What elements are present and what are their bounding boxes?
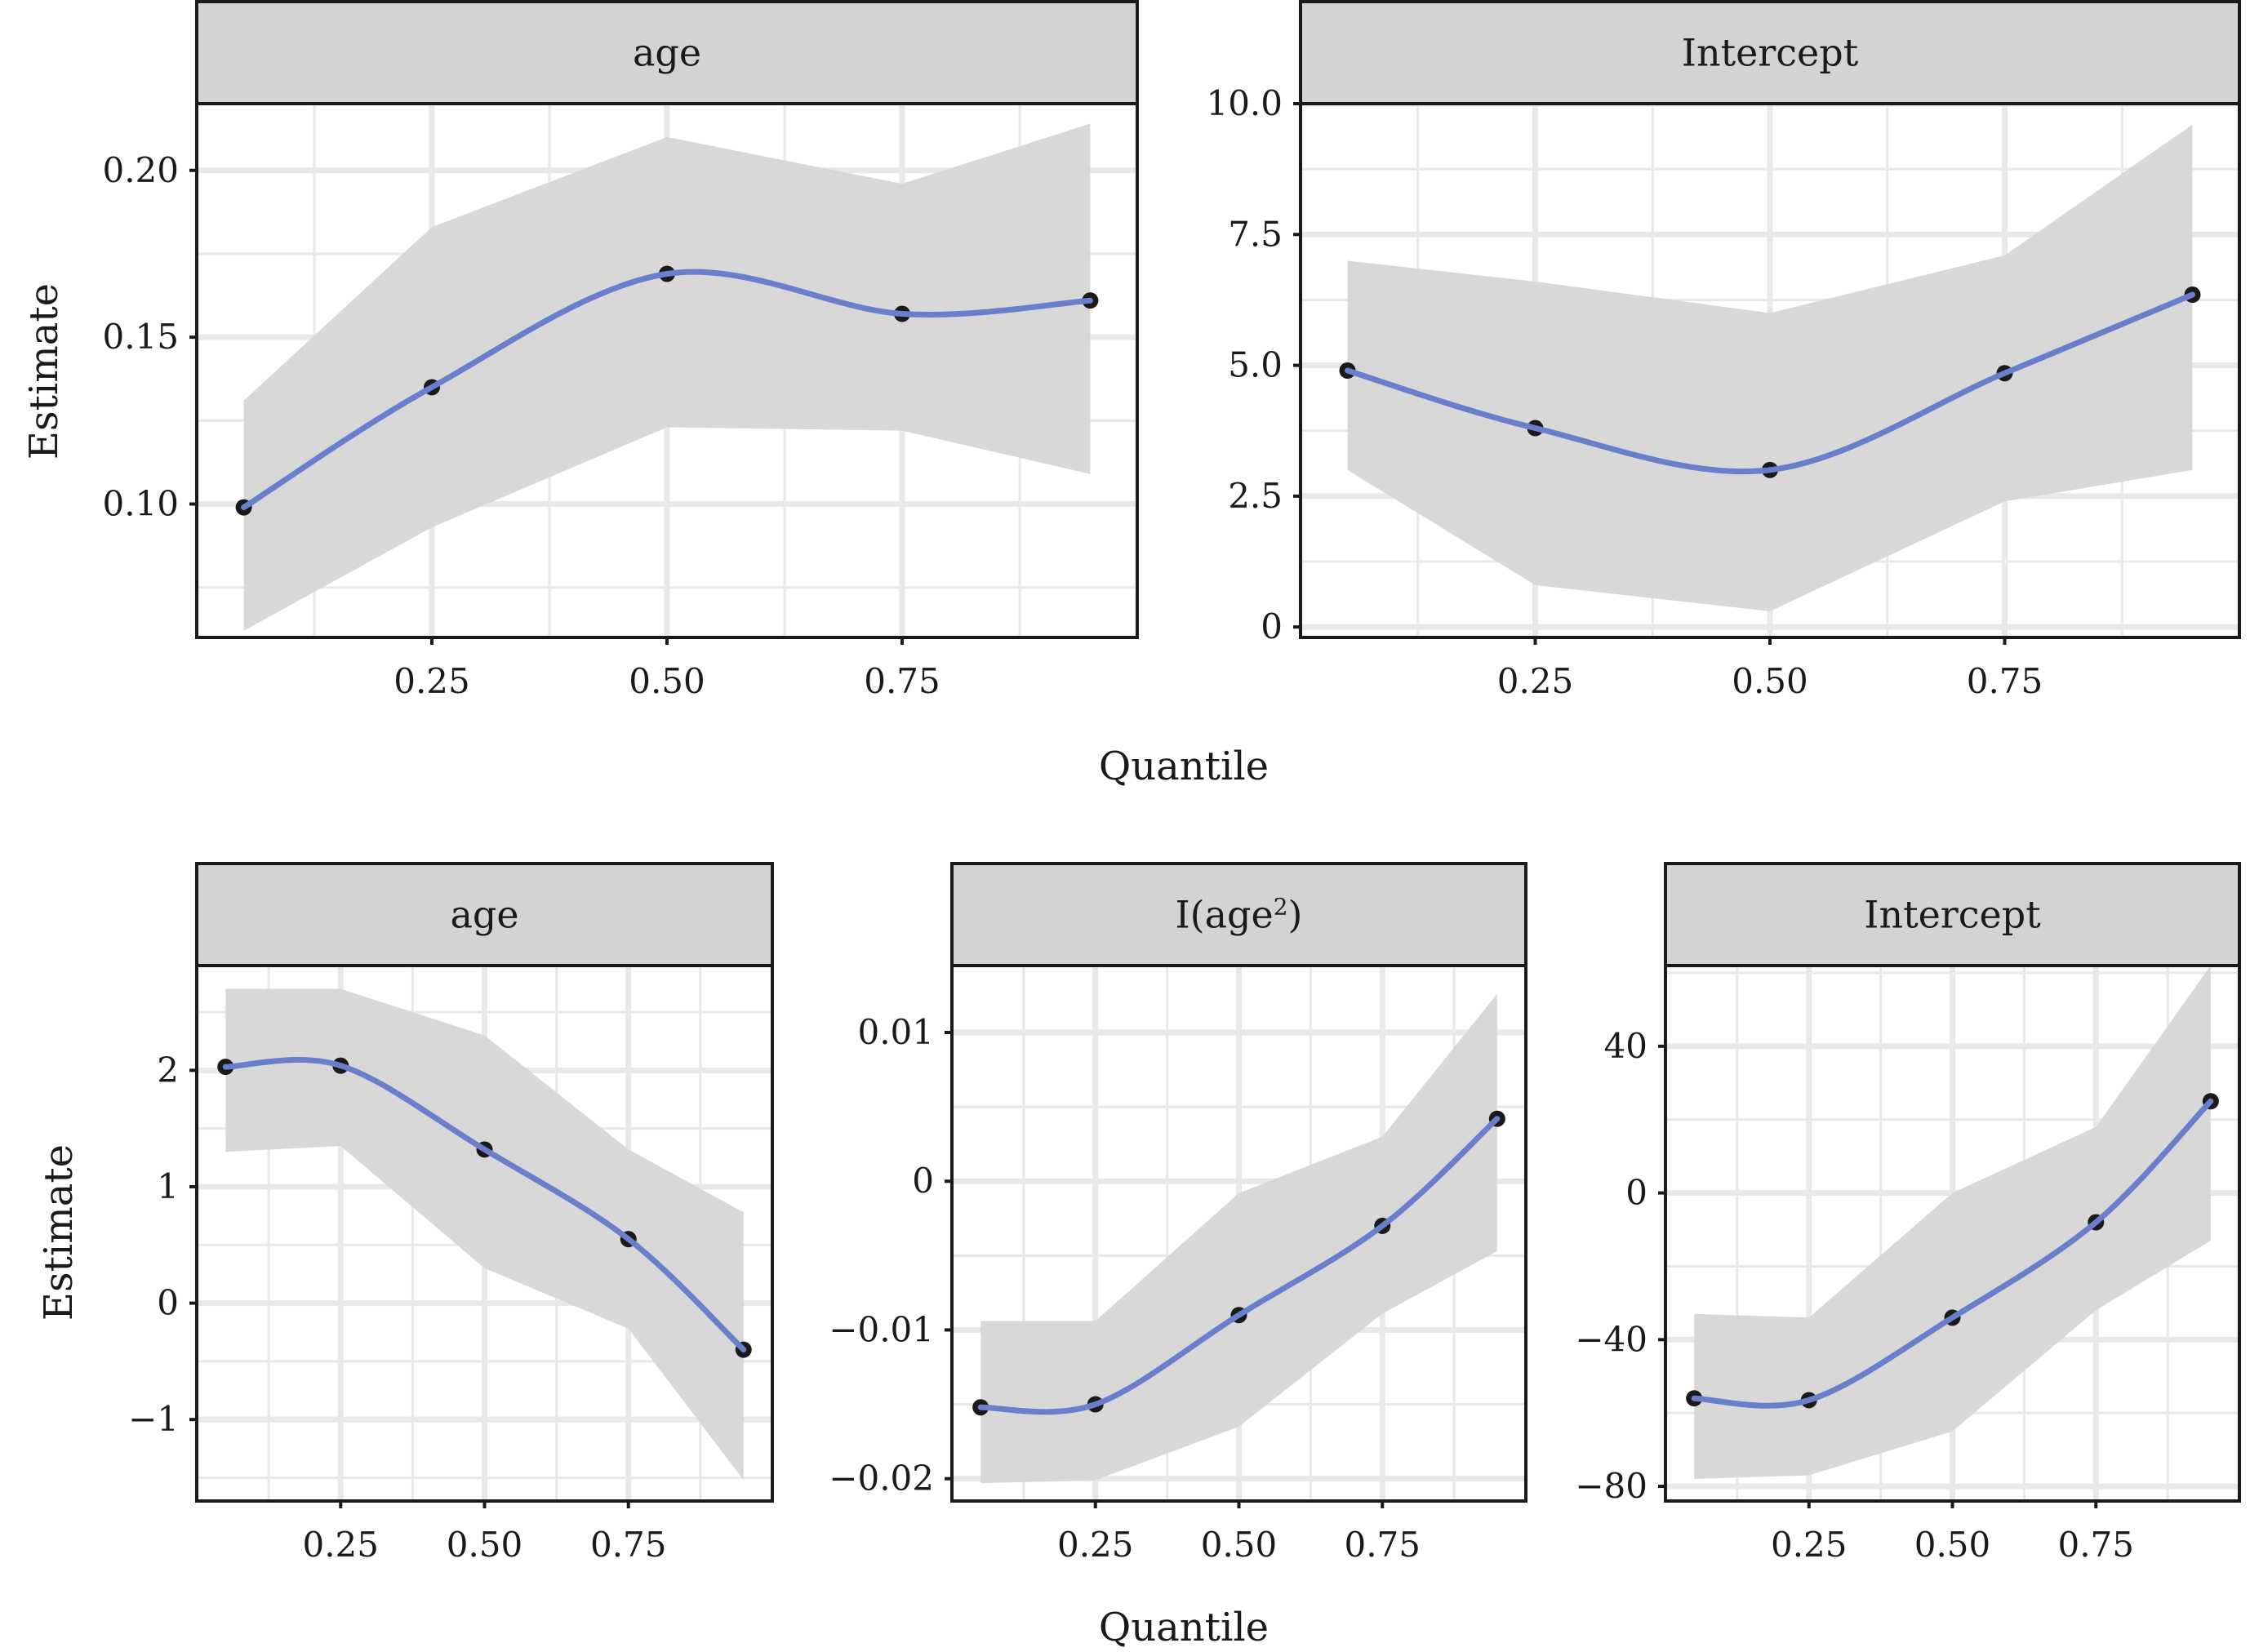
facet-strip xyxy=(1299,0,2241,105)
confidence-ribbon xyxy=(1347,124,2193,611)
x-tick-label: 0.75 xyxy=(1344,1525,1421,1565)
facet-strip xyxy=(1664,862,2241,967)
x-tick-label: 0.50 xyxy=(1732,661,1808,701)
estimate-line xyxy=(1691,1098,2214,1409)
facet-strip xyxy=(195,862,774,967)
facet-strip xyxy=(950,862,1527,967)
estimate-line xyxy=(1345,291,2195,475)
y-tick-label: 0.10 xyxy=(102,484,179,524)
x-tick-label: 0.25 xyxy=(302,1525,379,1565)
estimate-line xyxy=(241,269,1093,511)
x-tick-label: 0.75 xyxy=(590,1525,667,1565)
y-tick-label: −1 xyxy=(128,1399,179,1439)
y-tick-label: 0 xyxy=(1261,606,1283,646)
x-tick-label: 0.50 xyxy=(1201,1525,1278,1565)
estimate-line xyxy=(222,1056,747,1353)
panel-4: I(age2) −0.02 −0.01 0 0.01 0.25 0.50 0.75 xyxy=(829,862,1527,1565)
y-tick-label: 7.5 xyxy=(1228,214,1283,254)
row2-y-axis-title: Estimate xyxy=(36,1144,82,1321)
x-tick-label: 0.75 xyxy=(864,661,940,701)
y-tick-label: −80 xyxy=(1575,1466,1647,1506)
y-tick-label: 0.20 xyxy=(102,150,179,190)
y-tick-label: 40 xyxy=(1604,1026,1647,1066)
row1-y-axis-title: Estimate xyxy=(21,283,67,460)
y-tick-label: 0 xyxy=(1625,1173,1647,1213)
confidence-ribbon xyxy=(243,123,1091,631)
y-tick-label: 10.0 xyxy=(1206,83,1283,123)
x-tick-label: 0.75 xyxy=(1967,661,2043,701)
facet-strip xyxy=(195,0,1139,105)
y-tick-label: 0.15 xyxy=(102,317,179,357)
estimate-line xyxy=(977,1116,1501,1415)
x-tick-label: 0.50 xyxy=(629,661,705,701)
x-tick-label: 0.25 xyxy=(1497,661,1574,701)
panel-2: Intercept 0 2.5 5.0 7.5 10.0 0.25 0.50 0.75 xyxy=(1206,0,2241,701)
x-tick-label: 0.50 xyxy=(1914,1525,1991,1565)
confidence-ribbon xyxy=(1694,966,2211,1479)
panel-1: age 0.10 0.15 0.20 0.25 0.50 0.75 xyxy=(102,0,1139,701)
y-tick-label: 0 xyxy=(912,1161,934,1201)
confidence-ribbon xyxy=(980,993,1497,1484)
y-tick-label: 0 xyxy=(157,1283,179,1323)
facet-strip-label: age xyxy=(633,31,701,75)
facet-strip-label: age xyxy=(450,893,518,937)
x-tick-label: 0.50 xyxy=(447,1525,523,1565)
x-tick-label: 0.75 xyxy=(2057,1525,2134,1565)
y-tick-label: −0.01 xyxy=(829,1309,934,1349)
y-tick-label: −0.02 xyxy=(829,1459,934,1499)
panel-3: age −1 0 1 2 0.25 0.50 0.75 xyxy=(128,862,774,1565)
x-tick-label: 0.25 xyxy=(1771,1525,1848,1565)
x-tick-label: 0.25 xyxy=(1057,1525,1134,1565)
y-tick-label: 5.0 xyxy=(1228,345,1283,385)
y-tick-label: 2 xyxy=(157,1050,179,1090)
row1-x-axis-title: Quantile xyxy=(1099,744,1269,789)
panel-5: Intercept −80 −40 0 40 0.25 0.50 0.75 xyxy=(1575,862,2241,1565)
confidence-ribbon xyxy=(225,988,744,1481)
facet-strip-label: Intercept xyxy=(1682,31,1859,75)
x-tick-label: 0.25 xyxy=(394,661,470,701)
facet-strip-label: Intercept xyxy=(1864,893,2041,937)
y-tick-label: 1 xyxy=(157,1166,179,1206)
facet-strip-label: I(age2) xyxy=(1176,893,1303,937)
row2-x-axis-title: Quantile xyxy=(1099,1605,1269,1650)
y-tick-label: 2.5 xyxy=(1228,476,1283,516)
y-tick-label: 0.01 xyxy=(857,1012,934,1052)
y-tick-label: −40 xyxy=(1575,1319,1647,1359)
